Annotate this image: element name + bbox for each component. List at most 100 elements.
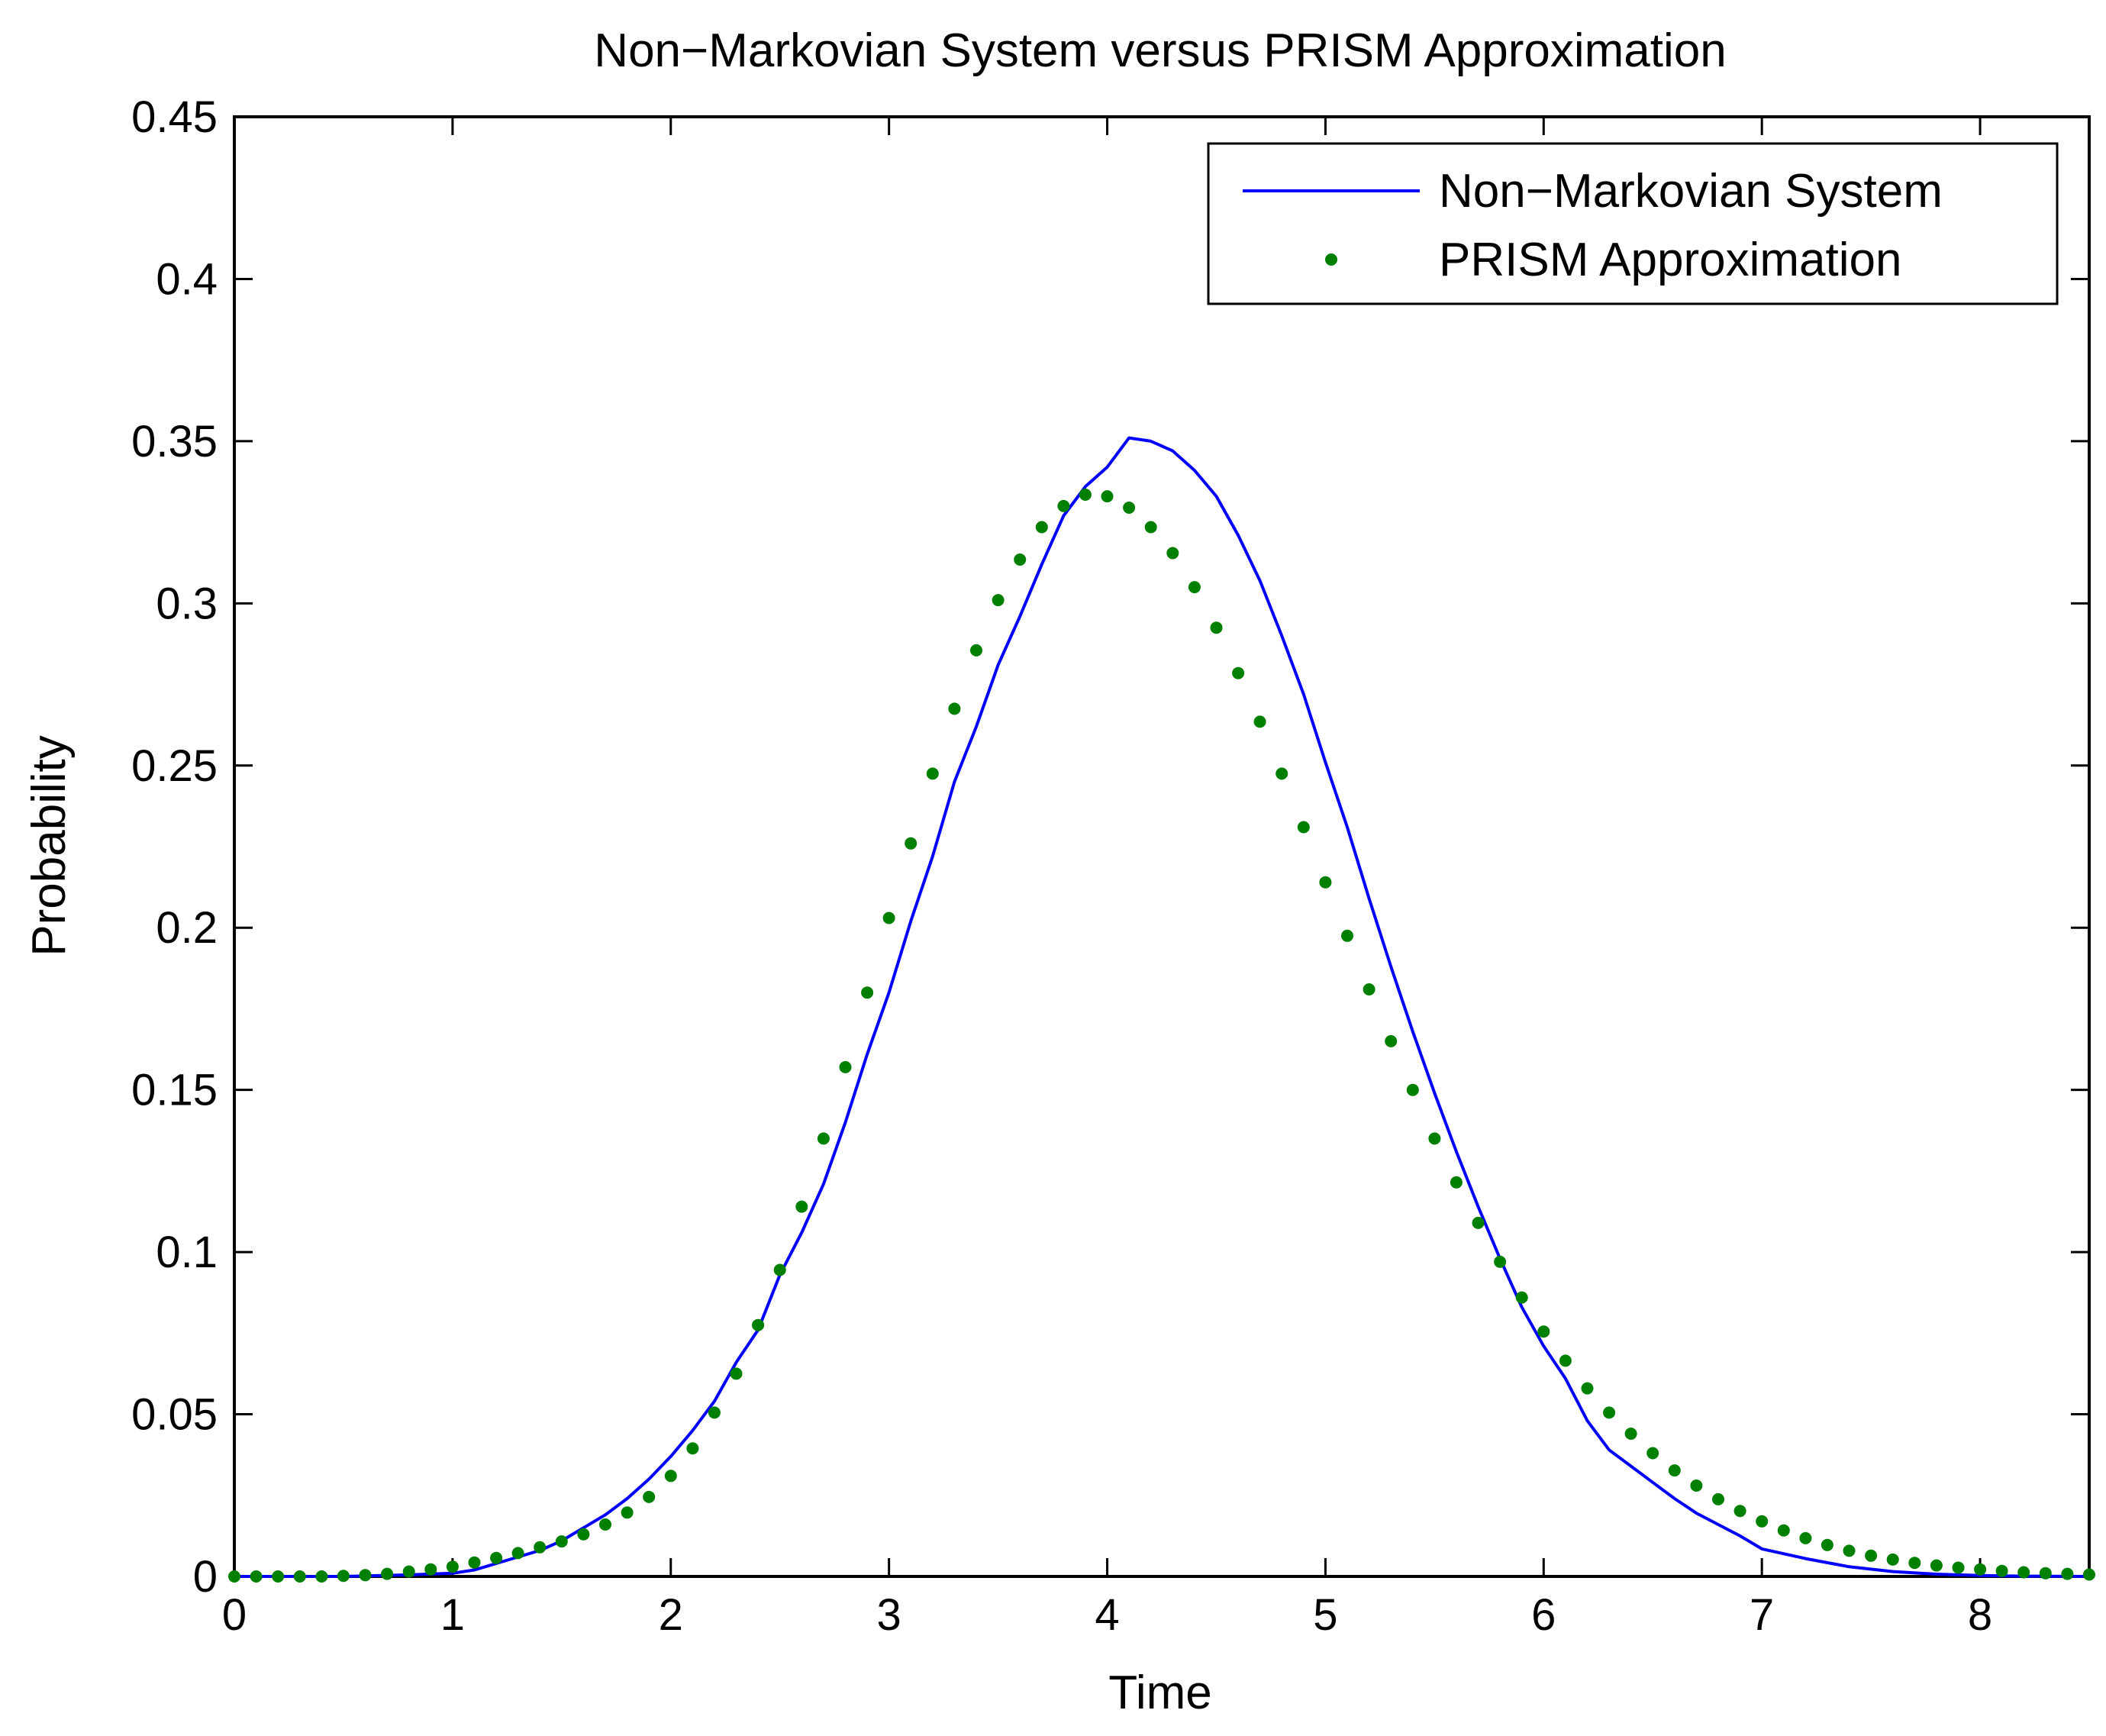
x-tick-labels: 0 1 2 3 4 5 6 7 8 (222, 1590, 1992, 1640)
data-point-prism (664, 1470, 677, 1483)
data-point-prism (228, 1570, 240, 1583)
data-point-prism (1450, 1176, 1463, 1189)
x-tick-label: 7 (1750, 1590, 1774, 1640)
data-point-prism (1930, 1559, 1943, 1572)
data-point-prism (1428, 1132, 1441, 1145)
chart-title: Non−Markovian System versus PRISM Approx… (594, 24, 1726, 77)
data-point-prism (1995, 1564, 2008, 1577)
data-point-prism (1865, 1549, 1878, 1562)
legend-label-prism: PRISM Approximation (1439, 234, 1901, 286)
data-point-prism (1035, 521, 1048, 534)
data-point-prism (1712, 1492, 1724, 1505)
data-point-prism (1668, 1464, 1681, 1477)
data-point-prism (1821, 1538, 1833, 1551)
data-point-prism (686, 1442, 699, 1455)
axes-box (233, 115, 2091, 1578)
data-point-prism (468, 1556, 481, 1569)
x-tick-label: 1 (440, 1590, 465, 1640)
data-point-prism (1756, 1515, 1769, 1528)
x-tick-label: 6 (1531, 1590, 1556, 1640)
legend-label-non-markovian: Non−Markovian System (1439, 165, 1943, 218)
data-point-prism (1952, 1561, 1965, 1574)
data-point-prism (970, 644, 982, 657)
legend: Non−Markovian System PRISM Approximation (1207, 142, 2059, 305)
data-point-prism (250, 1570, 263, 1583)
data-point-prism (1166, 547, 1179, 560)
data-point-prism (1101, 490, 1114, 503)
y-tick-label: 0 (193, 1552, 218, 1602)
data-point-prism (621, 1506, 634, 1519)
data-point-prism (1777, 1524, 1790, 1537)
y-tick-label: 0.2 (156, 903, 218, 953)
legend-box (1207, 142, 2059, 305)
data-point-prism (1690, 1479, 1703, 1492)
data-point-prism (272, 1570, 285, 1583)
data-point-prism (926, 767, 939, 780)
x-tick-label: 3 (877, 1590, 901, 1640)
data-point-prism (1363, 983, 1376, 995)
data-point-prism (1646, 1447, 1659, 1460)
y-tick-label: 0.05 (131, 1390, 218, 1440)
data-point-prism (1908, 1557, 1921, 1570)
data-point-prism (1385, 1034, 1398, 1047)
data-point-prism (795, 1200, 808, 1213)
data-point-prism (861, 986, 874, 999)
y-tick-labels: 0 0.05 0.1 0.15 0.2 0.25 0.3 0.35 0.4 0.45 (131, 92, 218, 1602)
data-point-prism (2083, 1568, 2095, 1581)
data-point-prism (1014, 553, 1027, 566)
data-point-prism (905, 837, 918, 850)
data-point-prism (1406, 1083, 1419, 1096)
data-point-prism (381, 1567, 394, 1580)
data-point-prism (2017, 1566, 2030, 1579)
data-point-prism (882, 912, 895, 924)
data-point-prism (1799, 1531, 1812, 1544)
data-point-prism (337, 1570, 350, 1583)
data-point-prism (992, 594, 1005, 607)
data-point-prism (490, 1551, 503, 1564)
data-point-prism (839, 1060, 852, 1073)
data-point-prism (1733, 1505, 1746, 1518)
data-point-prism (402, 1565, 415, 1578)
data-point-prism (1581, 1382, 1594, 1395)
plot-area (228, 115, 2095, 1583)
data-point-prism (1210, 621, 1223, 634)
data-point-prism (708, 1406, 721, 1419)
data-point-prism (752, 1318, 765, 1331)
data-point-prism (730, 1367, 743, 1380)
data-point-prism (555, 1535, 568, 1548)
data-point-prism (948, 702, 961, 715)
data-point-prism (1276, 767, 1288, 780)
data-point-prism (1123, 502, 1136, 514)
data-point-prism (1494, 1255, 1507, 1268)
data-point-prism (1341, 929, 1353, 942)
x-tick-label: 2 (659, 1590, 683, 1640)
data-point-prism (1537, 1325, 1550, 1338)
data-point-prism (1472, 1216, 1485, 1229)
data-point-prism (359, 1569, 372, 1582)
y-tick-label: 0.45 (131, 92, 218, 142)
series-layer (228, 436, 2095, 1583)
data-point-prism (773, 1263, 786, 1276)
data-point-prism (599, 1518, 611, 1531)
y-axis-label: Probability (23, 735, 76, 956)
y-tick-label: 0.1 (156, 1228, 218, 1277)
data-point-prism (1603, 1406, 1616, 1419)
data-point-prism (1253, 715, 1266, 728)
data-point-prism (1886, 1553, 1899, 1566)
data-point-prism (1232, 666, 1245, 679)
data-point-prism (446, 1560, 459, 1573)
y-tick-label: 0.25 (131, 741, 218, 791)
data-point-prism (1297, 821, 1310, 834)
x-tick-label: 4 (1095, 1590, 1119, 1640)
data-point-prism (1188, 581, 1201, 594)
y-tick-label: 0.3 (156, 579, 218, 628)
x-tick-label: 5 (1313, 1590, 1337, 1640)
y-tick-label: 0.35 (131, 417, 218, 466)
data-point-prism (1843, 1544, 1856, 1557)
x-tick-label: 8 (1968, 1590, 1992, 1640)
x-axis-label: Time (1108, 1667, 1211, 1719)
data-point-prism (1144, 521, 1157, 534)
data-point-prism (577, 1528, 590, 1541)
data-point-prism (2061, 1567, 2074, 1580)
data-point-prism (2039, 1567, 2052, 1580)
